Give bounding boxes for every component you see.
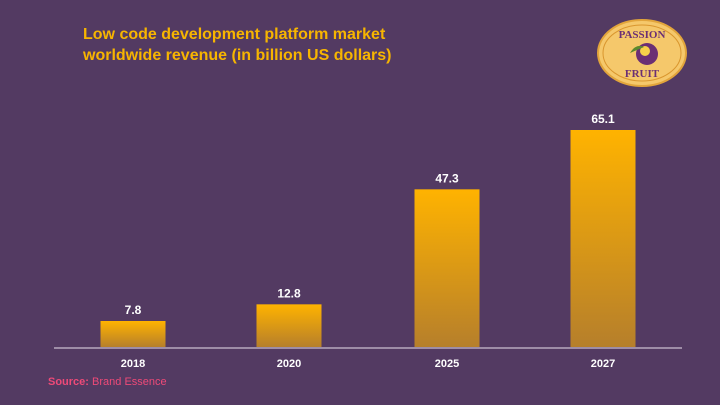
category-label-2018: 2018 (121, 358, 145, 370)
passion-fruit-logo: PASSION FRUIT (597, 19, 687, 87)
category-label-2020: 2020 (277, 358, 301, 370)
bar-2027 (570, 130, 636, 347)
svg-text:PASSION: PASSION (619, 29, 666, 41)
value-label-2018: 7.8 (125, 303, 142, 317)
svg-text:FRUIT: FRUIT (625, 68, 660, 80)
bar-2018 (100, 321, 166, 347)
source-note: Source: Brand Essence (48, 376, 167, 388)
bar-2020 (256, 304, 322, 347)
category-label-2025: 2025 (435, 358, 459, 370)
value-label-2020: 12.8 (277, 286, 301, 300)
category-label-2027: 2027 (591, 358, 615, 370)
source-text: Brand Essence (92, 376, 167, 388)
value-label-2025: 47.3 (435, 171, 459, 185)
bar-2025 (414, 189, 480, 347)
value-label-2027: 65.1 (591, 112, 615, 126)
source-label: Source: (48, 376, 89, 388)
chart-title: Low code development platform market wor… (83, 26, 392, 64)
